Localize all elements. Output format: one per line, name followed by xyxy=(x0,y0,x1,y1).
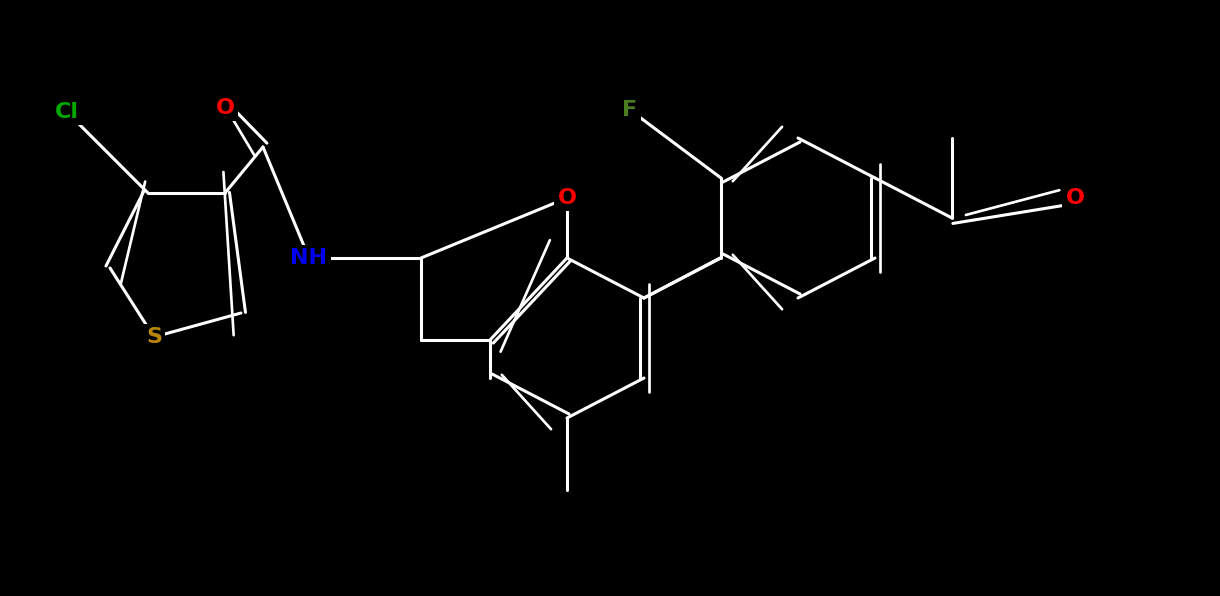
Text: O: O xyxy=(216,98,234,118)
Text: O: O xyxy=(1065,188,1085,208)
Text: F: F xyxy=(622,100,638,120)
Text: O: O xyxy=(558,188,577,208)
Text: Cl: Cl xyxy=(55,102,79,122)
Text: S: S xyxy=(146,327,162,347)
Text: NH: NH xyxy=(290,248,327,268)
